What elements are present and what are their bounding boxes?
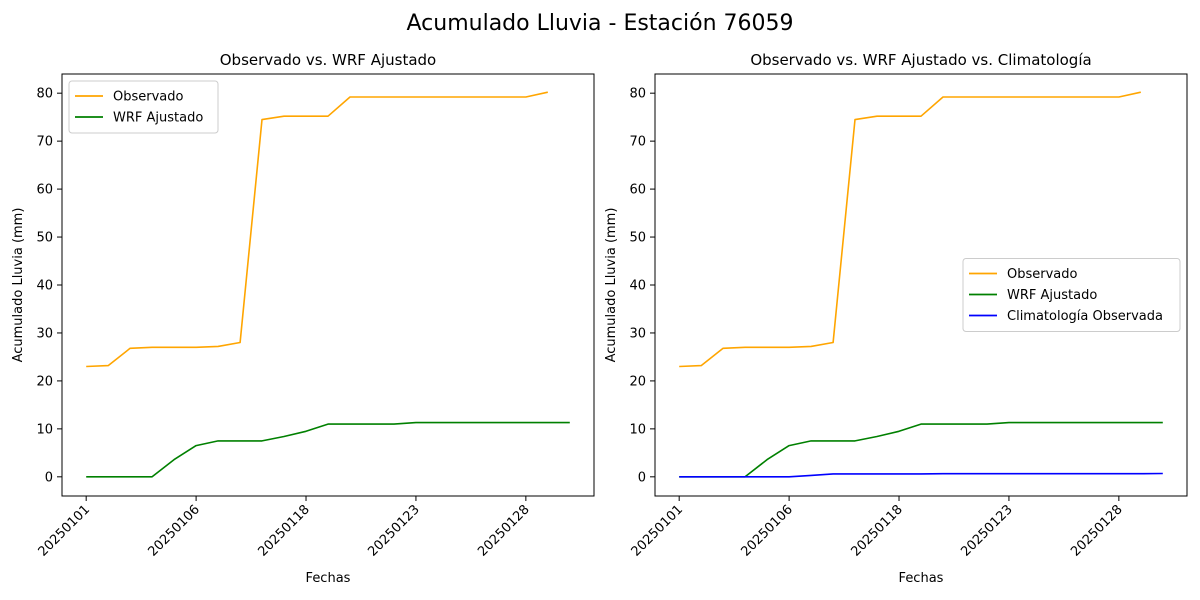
y-tick-label: 80 <box>629 87 646 102</box>
y-tick-label: 0 <box>638 470 646 485</box>
legend-label: Climatología Observada <box>1007 309 1163 324</box>
chart-title-left: Observado vs. WRF Ajustado <box>220 51 436 69</box>
series-line-observado <box>679 91 1141 368</box>
chart-title-right: Observado vs. WRF Ajustado vs. Climatolo… <box>750 51 1091 69</box>
figure-suptitle: Acumulado Lluvia - Estación 76059 <box>407 11 794 36</box>
y-tick-label: 60 <box>36 183 53 198</box>
y-tick-label: 40 <box>629 279 646 294</box>
chart-panel-left: Observado vs. WRF Ajustado Fechas Acumul… <box>11 51 595 586</box>
x-tick-label: 20250123 <box>958 502 1015 559</box>
y-tick-label: 10 <box>629 422 646 437</box>
x-tick-label: 20250101 <box>629 502 686 559</box>
y-tick-label: 40 <box>36 279 53 294</box>
y-tick-label: 20 <box>629 374 646 389</box>
x-axis-label-left: Fechas <box>306 571 351 586</box>
y-tick-label: 30 <box>629 326 646 341</box>
y-tick-label: 20 <box>36 374 53 389</box>
y-tick-label: 10 <box>36 422 53 437</box>
x-tick-label: 20250106 <box>146 502 203 559</box>
y-axis-label-right: Acumulado Lluvia (mm) <box>604 208 619 363</box>
axes-frame <box>61 73 595 497</box>
legend-label: Observado <box>113 90 184 105</box>
x-tick-label: 20250101 <box>36 502 93 559</box>
legend-label: Observado <box>1007 267 1078 282</box>
series-line-wrf-ajustado <box>86 421 570 478</box>
legend-box <box>68 80 219 134</box>
x-tick-label: 20250123 <box>365 502 422 559</box>
y-tick-label: 80 <box>36 87 53 102</box>
y-tick-label: 50 <box>629 231 646 246</box>
y-tick-label: 0 <box>45 470 53 485</box>
x-tick-label: 20250128 <box>1068 502 1125 559</box>
legend: Observado WRF Ajustado Climatología Observ… <box>962 258 1181 332</box>
y-tick-label: 50 <box>36 231 53 246</box>
series-line-climatologia-observada <box>679 472 1163 478</box>
chart-panel-right: Observado vs. WRF Ajustado vs. Climatolo… <box>604 51 1188 586</box>
y-tick-label: 30 <box>36 326 53 341</box>
legend-box <box>962 258 1181 332</box>
x-tick-label: 20250106 <box>739 502 796 559</box>
legend-label: WRF Ajustado <box>113 111 203 126</box>
series-line-observado <box>86 91 548 368</box>
x-tick-label: 20250128 <box>475 502 532 559</box>
y-axis-label-left: Acumulado Lluvia (mm) <box>11 208 26 363</box>
axes-frame <box>654 73 1188 497</box>
y-tick-label: 70 <box>629 135 646 150</box>
y-tick-label: 70 <box>36 135 53 150</box>
legend-label: WRF Ajustado <box>1007 288 1097 303</box>
legend: Observado WRF Ajustado <box>68 80 219 134</box>
x-tick-label: 20250118 <box>848 502 905 559</box>
y-tick-label: 60 <box>629 183 646 198</box>
series-line-wrf-ajustado <box>679 421 1163 478</box>
x-axis-label-right: Fechas <box>899 571 944 586</box>
x-tick-label: 20250118 <box>255 502 312 559</box>
